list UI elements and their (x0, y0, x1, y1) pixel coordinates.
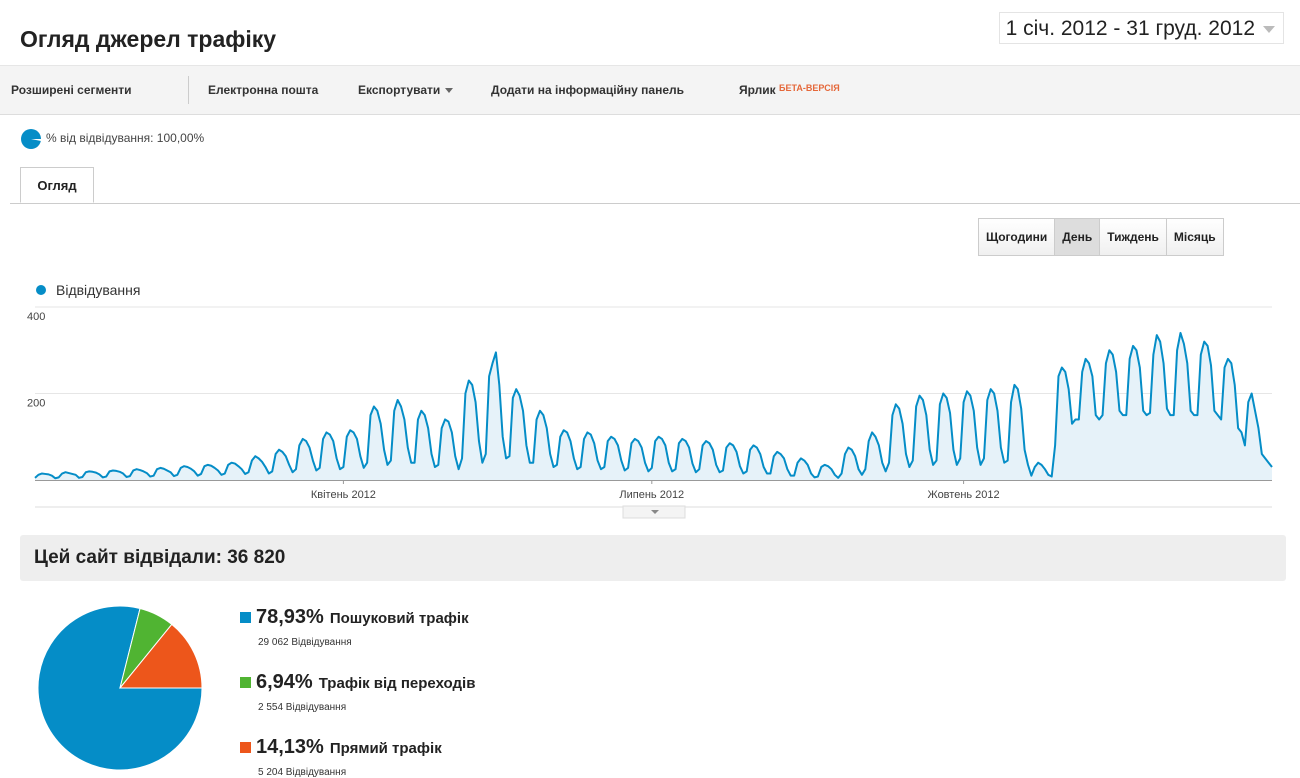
segment-label: % від відвідування: 100,00% (46, 131, 205, 145)
granularity-button[interactable]: Місяць (1165, 218, 1224, 256)
label: Експортувати (358, 83, 441, 97)
tab[interactable]: Огляд (20, 167, 94, 203)
area (35, 332, 1272, 480)
value-label: 78,93% (256, 606, 324, 628)
granularity-buttons: Щогодини День Тиждень Місяць (978, 218, 1224, 256)
label: Ярлик (739, 83, 776, 97)
dropdown-arrow (444, 88, 453, 93)
x-tick-label: Квітень 2012 (311, 489, 376, 501)
legend-swatch (240, 612, 251, 623)
value-label: 6,94% (256, 671, 313, 693)
category-label: Трафік від переходів (319, 675, 476, 692)
line-chart: 200 400 Квітень 2012 Липень 2012 Жовтень 201… (27, 282, 1273, 519)
beta-badge: БЕТА-ВЕРСІЯ (779, 83, 840, 93)
legend-swatch (240, 742, 251, 753)
visit-label: 29 062 Відвідування (258, 637, 352, 648)
pie-chart: 78,93% Пошуковий трафік 29 062 Відвідуванн… (37, 605, 475, 778)
category-label: Прямий трафік (330, 740, 442, 757)
granularity-button[interactable]: Щогодини (978, 218, 1056, 256)
expand-arrow (651, 510, 659, 514)
legend-marker (36, 285, 46, 295)
y-tick-label: 200 (27, 398, 45, 410)
toolbar: Розширені сегменти Електронна пошта Експ… (0, 65, 1300, 115)
segment-icon (21, 129, 41, 149)
separator (188, 76, 189, 104)
summary: Цей сайт відвідали: 36 820 (20, 535, 1286, 581)
toolbar-item[interactable]: Ярлик БЕТА-ВЕРСІЯ (739, 83, 840, 97)
granularity-button[interactable]: Тиждень (1099, 218, 1167, 256)
date-range[interactable]: 1 січ. 2012 - 31 груд. 2012 (998, 12, 1284, 44)
value-label: 14,13% (256, 736, 324, 758)
line (34, 331, 1273, 480)
x-tick-label: Жовтень 2012 (928, 489, 1000, 501)
toolbar-item[interactable]: Електронна пошта (208, 83, 319, 97)
legend-label: Відвідування (56, 282, 140, 298)
legend-entry: 6,94% Трафік від переходів (256, 671, 475, 693)
legend-entry: 14,13% Прямий трафік (256, 736, 442, 758)
category-label: Пошуковий трафік (330, 610, 469, 627)
page-title: Огляд джерел трафіку (20, 26, 277, 52)
legend-swatch (240, 677, 251, 688)
granularity-button[interactable]: День (1054, 218, 1101, 256)
visit-label: 5 204 Відвідування (258, 767, 346, 778)
toolbar-item[interactable]: Експортувати (358, 83, 454, 97)
toolbar-item[interactable]: Розширені сегменти (11, 83, 132, 97)
x-tick-label: Липень 2012 (619, 489, 684, 501)
toolbar-item[interactable]: Додати на інформаційну панель (491, 83, 685, 97)
pie-slice (118, 623, 203, 689)
legend-entry: 78,93% Пошуковий трафік (256, 606, 469, 628)
visit-label: 2 554 Відвідування (258, 702, 346, 713)
tab-line (10, 203, 1300, 204)
y-tick-label: 400 (27, 311, 45, 323)
